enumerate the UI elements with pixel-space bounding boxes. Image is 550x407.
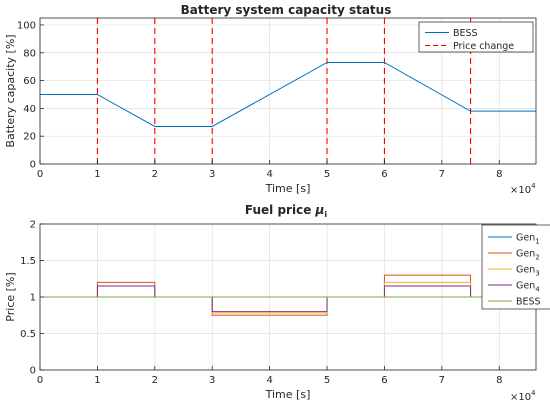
chart-title-text: Fuel price [245,203,316,217]
series-line-4 [40,285,536,313]
x-tick-label: 4 [266,375,272,386]
y-tick-label: 100 [17,20,36,31]
y-tick-label: 1 [30,293,36,304]
legend-label-sub: 4 [535,286,540,294]
x-tick-label: 7 [439,375,445,386]
legend-label-text: Gen [516,249,535,260]
series-lines [40,62,536,127]
x-tick-label: 7 [439,169,445,180]
y-tick-label: 2 [30,220,36,231]
chart-title: Battery system capacity status [181,3,392,17]
series-line-1 [40,62,536,127]
x-tick-label: 2 [152,169,158,180]
legend-label: BESS [453,28,478,39]
legend-label: Price change [453,41,514,52]
legend-label-text: BESS [516,297,541,308]
x-tick-label: 3 [209,375,215,386]
battery-capacity-chart: Battery system capacity status 0 1 2 3 4 5 6 7 8… [4,3,537,196]
legend-label: Gen4 [516,281,540,294]
legend-label-text: Gen [516,233,535,244]
series-line-2 [40,274,536,316]
legend-box [481,224,550,310]
x-tick-label: 1 [94,375,100,386]
legend-label: Gen1 [516,233,540,246]
x-tick-label: 5 [324,169,330,180]
x-tick-label: 6 [381,375,387,386]
series-lines [40,274,536,316]
x-tick-label: 3 [209,169,215,180]
x-tick-label: 8 [496,375,502,386]
legend-label-sub: 3 [535,270,539,278]
legend: BESS Price change [418,21,534,53]
legend-label: BESS [516,297,541,308]
y-axis-label: Price [%] [4,272,17,321]
x-ticks: 0 1 2 3 4 5 6 7 8 [37,160,502,180]
x-tick-label: 4 [266,169,272,180]
x-ticks: 0 1 2 3 4 5 6 7 8 [37,366,502,386]
legend-label-text: Gen [516,281,535,292]
legend-label-text: BESS [453,28,478,39]
x-multiplier-base: ×10 [510,392,531,403]
y-tick-label: 0 [30,160,36,171]
y-tick-label: 60 [23,76,36,87]
x-multiplier-exp: 4 [531,182,536,190]
y-tick-label: 0 [30,366,36,377]
chart-title-symbol: μ [315,203,325,217]
x-tick-label: 1 [94,169,100,180]
y-axis-label: Battery capacity [%] [4,34,17,147]
legend-label-text: Gen [516,265,535,276]
price-change-lines [96,18,472,164]
y-tick-label: 1.5 [20,256,36,267]
x-tick-label: 6 [381,169,387,180]
x-multiplier: ×104 [510,182,536,196]
legend-label: Gen2 [516,249,540,262]
legend-label: Gen3 [516,265,540,278]
x-tick-label: 0 [37,375,43,386]
legend-label-sub: 1 [535,238,539,246]
series-line-3 [40,281,536,314]
y-ticks: 0 0.5 1 1.5 2 [20,220,44,377]
chart-title: Fuel price μi [245,203,327,219]
chart-title-sub: i [324,210,327,219]
x-multiplier-base: ×10 [510,185,531,196]
y-tick-label: 20 [23,132,36,143]
x-tick-label: 2 [152,375,158,386]
y-tick-label: 0.5 [20,329,36,340]
x-multiplier-exp: 4 [531,389,536,397]
x-axis-label: Time [s] [265,182,311,195]
plot-area-frame [39,17,537,165]
y-ticks: 0 20 40 60 80 100 [17,20,44,171]
x-tick-label: 5 [324,375,330,386]
x-tick-label: 8 [496,169,502,180]
legend-box [418,21,534,53]
legend-label-sub: 2 [535,254,539,262]
legend-label-text: Price change [453,41,514,52]
fuel-price-chart: Fuel price μi 0 1 2 3 4 5 6 7 8 0 0.5 1 1.5 2 Time [… [4,203,550,403]
x-tick-label: 0 [37,169,43,180]
x-axis-label: Time [s] [265,388,311,401]
y-tick-label: 80 [23,48,36,59]
y-tick-label: 40 [23,104,36,115]
x-multiplier: ×104 [510,389,536,403]
